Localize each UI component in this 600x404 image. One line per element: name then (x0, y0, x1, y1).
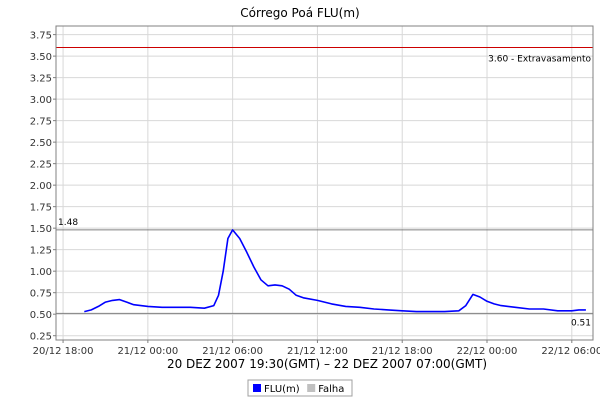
y-tick-label: 3.50 (30, 52, 52, 63)
y-axis: 0.25 0.50 0.75 1.00 1.25 1.50 1.75 2.00 2.25 2.50… (30, 31, 56, 343)
y-tick-label: 0.75 (30, 289, 52, 300)
x-tick-label: 20/12 18:00 (33, 346, 94, 357)
legend-box (247, 379, 353, 397)
legend-label: FLU(m) (264, 384, 300, 395)
y-tick-label: 2.00 (30, 181, 52, 192)
series-line-flu (84, 229, 586, 313)
y-tick-label: 0.50 (30, 310, 52, 321)
x-axis-title: 20 DEZ 2007 19:30(GMT) – 22 DEZ 2007 07:… (167, 357, 487, 371)
plot-area-border (55, 25, 594, 341)
reference-line-label: 3.60 - Extravasamento (488, 55, 591, 65)
x-tick-label: 22/12 00:00 (457, 346, 518, 357)
y-tick-label: 2.50 (30, 138, 52, 149)
legend-swatch (253, 384, 261, 392)
x-tick-label: 21/12 06:00 (202, 346, 263, 357)
reference-lines: 3.60 - Extravasamento 1.48 0.51 (56, 47, 593, 328)
grid (56, 26, 593, 340)
reference-line-label: 1.48 (58, 218, 78, 228)
y-tick-label: 2.75 (30, 117, 52, 128)
legend: FLU(m) Falha (247, 379, 353, 397)
y-tick-label: 2.25 (30, 160, 52, 171)
reference-line-label: 0.51 (571, 318, 591, 328)
series-layer (84, 229, 586, 313)
chart-title: Córrego Poá FLU(m) (240, 6, 359, 20)
y-tick-label: 3.00 (30, 95, 52, 106)
y-tick-label: 1.25 (30, 246, 52, 257)
y-tick-label: 0.25 (30, 332, 52, 343)
x-tick-label: 22/12 06:00 (541, 346, 600, 357)
legend-swatch (307, 384, 316, 392)
x-tick-label: 21/12 00:00 (117, 346, 178, 357)
y-tick-label: 1.75 (30, 203, 52, 214)
y-tick-label: 1.50 (30, 224, 52, 235)
y-tick-label: 1.00 (30, 267, 52, 278)
x-axis: 20/12 18:00 21/12 00:00 21/12 06:00 21/12 1… (33, 340, 600, 357)
x-tick-label: 21/12 12:00 (287, 346, 348, 357)
legend-label: Falha (318, 384, 344, 395)
y-tick-label: 3.25 (30, 74, 52, 85)
x-tick-label: 21/12 18:00 (372, 346, 433, 357)
y-tick-label: 3.75 (30, 31, 52, 42)
